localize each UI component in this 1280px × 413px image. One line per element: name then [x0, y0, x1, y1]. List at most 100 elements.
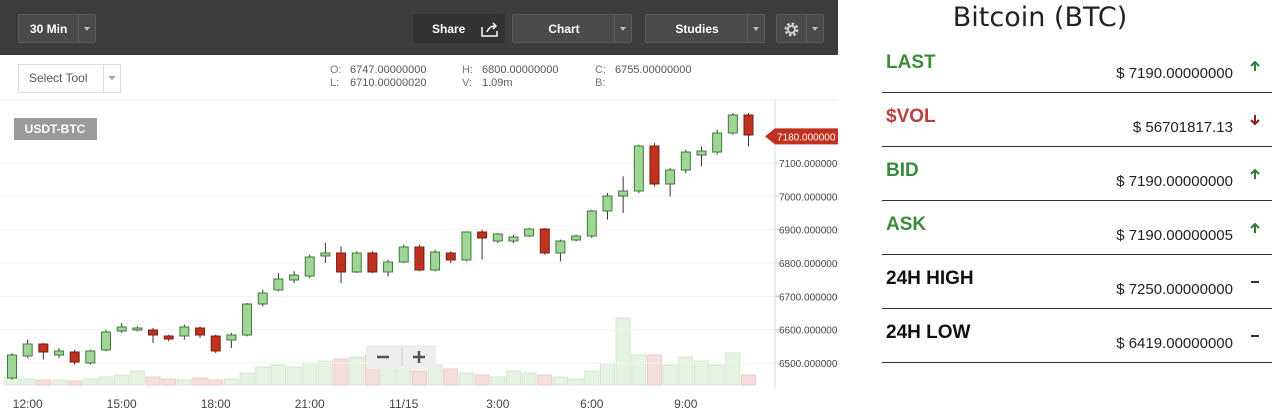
candle-body [22, 343, 33, 357]
trend-icon [1250, 115, 1260, 126]
volume-bar [584, 370, 600, 386]
trend-icon [1250, 168, 1260, 179]
volume-bar [82, 378, 98, 386]
row-divider [882, 254, 1272, 255]
trend-icon [1250, 60, 1260, 71]
x-tick-label: 11/15 [389, 397, 418, 411]
candle-body [257, 292, 268, 305]
zoom-controls[interactable] [366, 345, 436, 369]
candle-body [116, 326, 127, 332]
candle-body [508, 236, 519, 242]
candle-body [571, 235, 582, 241]
candle-body [696, 150, 707, 156]
trend-arrow [1250, 60, 1260, 71]
ohlc-value: 6800.00000000 [482, 64, 559, 76]
share-button[interactable]: Share [413, 14, 505, 43]
candle-body [618, 190, 629, 197]
ohlc-label: L: [330, 77, 340, 89]
ohlc-label: B: [595, 77, 606, 89]
studies-button[interactable]: Studies [645, 14, 765, 43]
candle-body [304, 256, 315, 277]
y-tick-label: 6600.000000 [779, 326, 838, 337]
volume-bar [411, 370, 427, 386]
candle-body [492, 233, 503, 242]
volume-bar [709, 364, 725, 386]
volume-bar [568, 378, 584, 386]
row-label: 24H LOW [886, 322, 971, 343]
candle-body [210, 335, 221, 352]
volume-bar [505, 370, 521, 386]
row-value: $ 7190.00000000 [1116, 173, 1233, 190]
candle-body [336, 252, 347, 273]
volume-bar [317, 360, 333, 386]
volume-bar [129, 370, 145, 386]
candle-body [743, 114, 754, 136]
trend-icon [1251, 281, 1259, 283]
candle-body [273, 278, 284, 291]
candle-body [7, 354, 17, 379]
candle-body [414, 246, 425, 271]
volume-bar [662, 364, 678, 386]
volume-bar [20, 378, 36, 386]
volume-bar [302, 362, 318, 386]
volume-bar [458, 372, 474, 386]
candle-body [649, 145, 660, 185]
volume-bar [286, 366, 302, 386]
candle-body [242, 303, 253, 336]
candle-body [586, 210, 597, 237]
volume-bar [35, 379, 51, 386]
share-label: Share [432, 22, 466, 36]
row-divider [882, 92, 1272, 93]
ohlc-label: V: [462, 77, 472, 89]
candle-body [727, 114, 738, 134]
x-tick-label: 9:00 [674, 397, 698, 411]
volume-bar [208, 379, 224, 386]
x-tick-label: 18:00 [201, 397, 231, 411]
interval-label: 30 Min [30, 22, 68, 36]
x-tick-label: 15:00 [107, 397, 137, 411]
y-tick-label: 6800.000000 [779, 259, 838, 270]
y-tick-label: 6700.000000 [779, 292, 838, 303]
x-tick-label: 21:00 [295, 397, 325, 411]
ohlc-value: 6755.00000000 [615, 64, 692, 76]
candle-body [477, 231, 488, 239]
x-tick-label: 6:00 [580, 397, 604, 411]
volume-bar [678, 356, 694, 386]
volume-bar [176, 379, 192, 386]
volume-bar [349, 356, 365, 386]
select-tool-arrow [103, 65, 120, 92]
symbol-label: USDT-BTC [25, 122, 86, 136]
row-divider [882, 200, 1272, 201]
chart: 6500.000000 6600.000000 6700.000000 6800.00… [0, 99, 838, 411]
select-tool[interactable]: Select Tool [18, 64, 121, 93]
candle-body [163, 335, 174, 340]
select-tool-label: Select Tool [29, 71, 88, 85]
volume-bar [646, 354, 662, 386]
candle-body [85, 350, 96, 364]
ohlc-label: C: [595, 64, 606, 76]
chart-button[interactable]: Chart [512, 14, 632, 43]
volume-bar [333, 358, 349, 386]
candle-body [148, 329, 159, 336]
candle-body [383, 261, 394, 273]
candle-body [69, 351, 80, 363]
last-price-label: 7180.000000 [777, 132, 836, 143]
gear-icon [784, 22, 799, 37]
volume-bar [631, 354, 647, 386]
symbol-box [14, 118, 97, 140]
volume-layer [4, 317, 756, 386]
row-label: BID [886, 160, 919, 181]
interval-button[interactable]: 30 Min [18, 14, 96, 43]
volume-bar [490, 376, 506, 386]
volume-bar [270, 364, 286, 386]
candle-body [367, 252, 378, 273]
ohlc-label: H: [462, 64, 473, 76]
candle-body [226, 334, 237, 341]
settings-button[interactable] [776, 14, 824, 43]
volume-bar [474, 374, 490, 386]
volume-bar [223, 378, 239, 386]
y-tick-label: 6900.000000 [779, 226, 838, 237]
row-label: $VOL [886, 106, 936, 127]
volume-bar [255, 366, 271, 386]
